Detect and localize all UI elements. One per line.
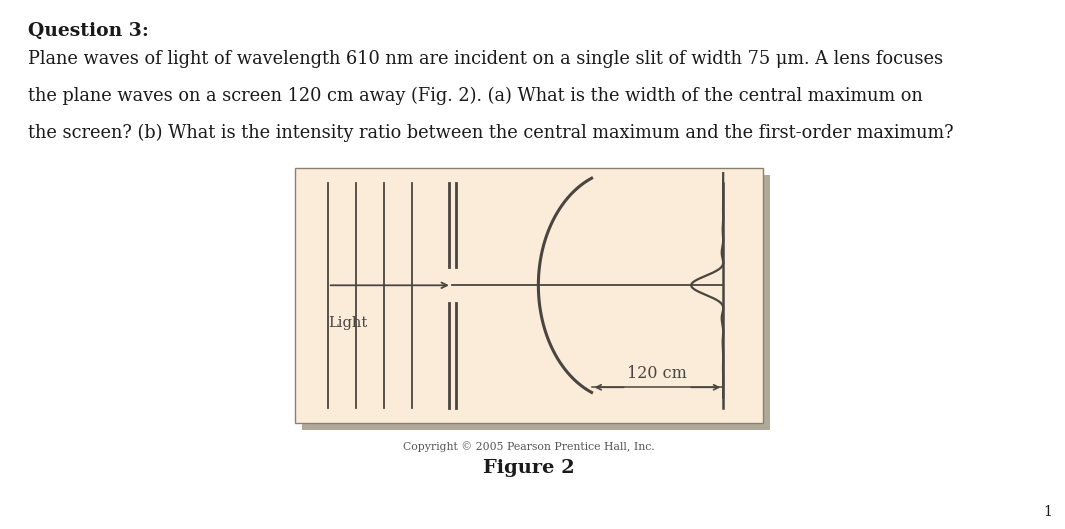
Text: the screen? (b) What is the intensity ratio between the central maximum and the : the screen? (b) What is the intensity ra… [28, 124, 953, 142]
Bar [302, 175, 770, 430]
Text: 1: 1 [1043, 505, 1052, 519]
Bar [295, 168, 763, 423]
Text: Figure 2: Figure 2 [484, 459, 575, 477]
Text: 120 cm: 120 cm [627, 366, 687, 382]
Text: Copyright © 2005 Pearson Prentice Hall, Inc.: Copyright © 2005 Pearson Prentice Hall, … [404, 441, 655, 452]
Text: Plane waves of light of wavelength 610 nm are incident on a single slit of width: Plane waves of light of wavelength 610 n… [28, 50, 944, 68]
Text: Light: Light [328, 316, 367, 330]
Text: Question 3:: Question 3: [28, 22, 149, 40]
Text: the plane waves on a screen 120 cm away (Fig. 2). (a) What is the width of the c: the plane waves on a screen 120 cm away … [28, 87, 922, 105]
